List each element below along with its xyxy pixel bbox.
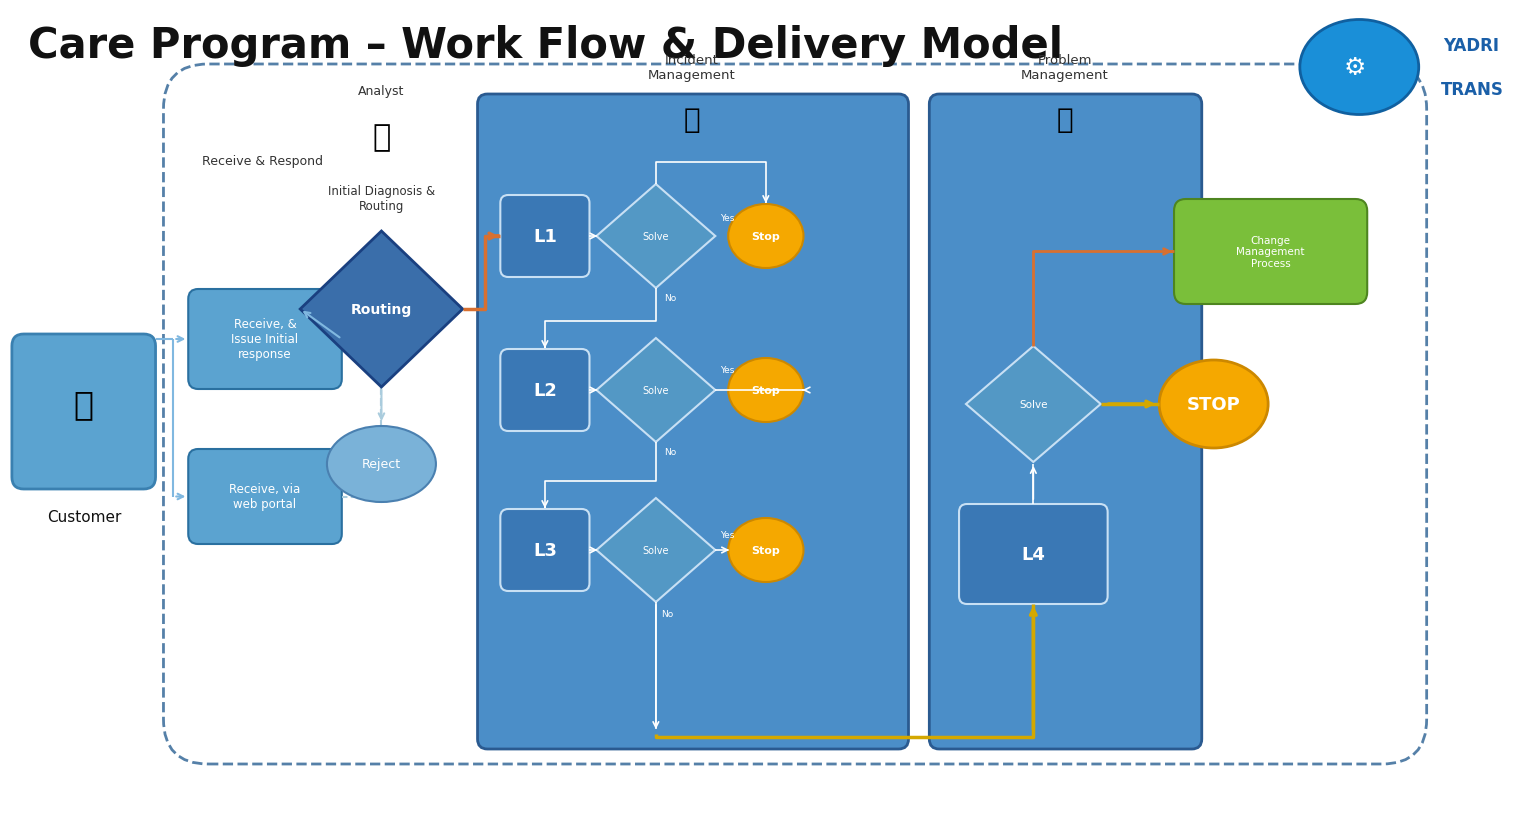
FancyBboxPatch shape xyxy=(12,335,156,490)
Text: STOP: STOP xyxy=(1186,396,1241,414)
FancyBboxPatch shape xyxy=(959,505,1107,604)
Text: Incident
Management: Incident Management xyxy=(648,54,736,82)
FancyBboxPatch shape xyxy=(188,290,341,390)
Text: Yes: Yes xyxy=(721,366,734,375)
Text: Reject: Reject xyxy=(363,458,400,471)
Text: L1: L1 xyxy=(532,228,557,246)
Ellipse shape xyxy=(1159,360,1268,449)
Ellipse shape xyxy=(728,205,804,269)
Text: 💻: 💻 xyxy=(683,106,699,133)
Text: Receive, via
web portal: Receive, via web portal xyxy=(229,483,300,511)
FancyBboxPatch shape xyxy=(478,95,909,749)
Polygon shape xyxy=(596,499,716,602)
Text: Problem
Management: Problem Management xyxy=(1021,54,1109,82)
Text: No: No xyxy=(664,448,677,457)
Text: Analyst: Analyst xyxy=(358,85,405,98)
Polygon shape xyxy=(300,232,463,387)
Text: Yes: Yes xyxy=(721,531,734,540)
Text: Stop: Stop xyxy=(751,545,780,555)
Text: Stop: Stop xyxy=(751,232,780,242)
Text: Care Program – Work Flow & Delivery Model: Care Program – Work Flow & Delivery Mode… xyxy=(27,25,1063,67)
Text: Receive & Respond: Receive & Respond xyxy=(202,155,323,168)
Polygon shape xyxy=(966,346,1101,463)
Text: L3: L3 xyxy=(532,541,557,559)
Polygon shape xyxy=(596,338,716,442)
Text: Solve: Solve xyxy=(643,386,669,396)
Text: Routing: Routing xyxy=(350,303,413,317)
Ellipse shape xyxy=(328,427,435,502)
Text: Yes: Yes xyxy=(721,215,734,224)
FancyBboxPatch shape xyxy=(1174,200,1367,305)
Text: 🧠: 🧠 xyxy=(1057,106,1074,133)
Text: L2: L2 xyxy=(532,382,557,400)
Text: ⚙: ⚙ xyxy=(1343,56,1365,80)
Text: 🔎: 🔎 xyxy=(74,387,94,421)
Text: Solve: Solve xyxy=(643,232,669,242)
FancyBboxPatch shape xyxy=(501,196,590,278)
Text: Solve: Solve xyxy=(643,545,669,555)
Text: Receive, &
Issue Initial
response: Receive, & Issue Initial response xyxy=(232,318,299,361)
Ellipse shape xyxy=(728,518,804,582)
Text: Change
Management
Process: Change Management Process xyxy=(1236,236,1305,269)
Text: 🎧: 🎧 xyxy=(372,124,390,152)
FancyBboxPatch shape xyxy=(930,95,1201,749)
Text: TRANS: TRANS xyxy=(1441,81,1503,99)
Text: Solve: Solve xyxy=(1019,400,1048,410)
FancyBboxPatch shape xyxy=(501,350,590,432)
FancyBboxPatch shape xyxy=(501,509,590,591)
Text: No: No xyxy=(664,294,677,303)
Text: L4: L4 xyxy=(1021,545,1045,563)
Polygon shape xyxy=(596,185,716,288)
Text: No: No xyxy=(661,610,674,618)
Text: Stop: Stop xyxy=(751,386,780,396)
Text: Customer: Customer xyxy=(47,509,121,524)
Ellipse shape xyxy=(728,359,804,423)
Text: Initial Diagnosis &
Routing: Initial Diagnosis & Routing xyxy=(328,185,435,213)
FancyBboxPatch shape xyxy=(188,450,341,545)
Text: YADRI: YADRI xyxy=(1444,37,1499,55)
Ellipse shape xyxy=(1300,20,1418,115)
